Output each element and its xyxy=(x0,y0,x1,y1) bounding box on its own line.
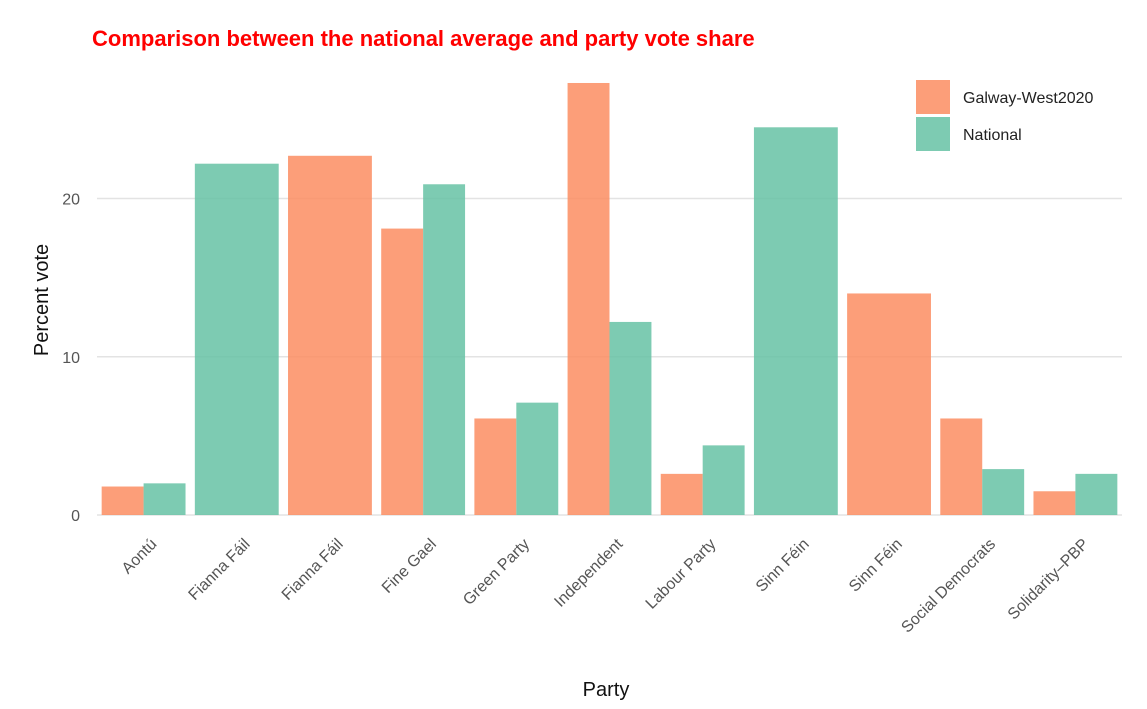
x-tick-label: Social Democrats xyxy=(898,536,999,637)
chart-title: Comparison between the national average … xyxy=(92,26,755,51)
bar-national xyxy=(516,402,559,515)
bar-galway xyxy=(101,486,144,515)
x-tick-label: Aontú xyxy=(119,536,161,578)
bar-galway xyxy=(288,155,372,515)
bar-national xyxy=(753,127,838,515)
legend-swatch-galway xyxy=(916,80,950,114)
legend-label-national: National xyxy=(963,127,1022,144)
x-tick-label: Independent xyxy=(551,535,626,610)
bar-galway xyxy=(940,418,983,515)
legend: Galway-West2020 National xyxy=(916,80,1094,151)
x-axis-ticks: Aontú Fianna Fáil Fianna Fáil Fine Gael Gree… xyxy=(119,535,1092,636)
x-tick-label: Fianna Fáil xyxy=(279,536,347,604)
bar-galway xyxy=(381,228,424,515)
bar-national xyxy=(143,483,186,515)
x-tick-label: Sinn Féin xyxy=(846,536,906,596)
bars xyxy=(101,82,1118,515)
x-tick-label: Solidarity–PBP xyxy=(1005,536,1092,623)
bar-national xyxy=(609,321,652,515)
y-tick-label: 0 xyxy=(71,508,80,525)
y-tick-label: 10 xyxy=(62,350,80,367)
bar-national xyxy=(194,163,279,515)
x-tick-label: Labour Party xyxy=(643,536,720,613)
bar-national xyxy=(423,184,466,515)
y-axis-title: Percent vote xyxy=(31,244,53,356)
bar-galway xyxy=(474,418,517,515)
x-tick-label: Fianna Fáil xyxy=(186,536,254,604)
x-tick-label: Sinn Féin xyxy=(753,536,813,596)
bar-national xyxy=(982,469,1025,515)
x-tick-label: Green Party xyxy=(460,536,533,609)
bar-national xyxy=(702,445,745,515)
y-axis-ticks: 0 10 20 xyxy=(62,192,80,525)
legend-swatch-national xyxy=(916,117,950,151)
x-axis-title: Party xyxy=(583,679,630,701)
legend-label-galway: Galway-West2020 xyxy=(963,90,1094,107)
bar-galway xyxy=(847,293,931,515)
x-tick-label: Fine Gael xyxy=(379,536,440,597)
bar-national xyxy=(1075,473,1118,515)
y-tick-label: 20 xyxy=(62,192,80,209)
bar-galway xyxy=(567,82,610,515)
bar-galway xyxy=(660,473,703,515)
bar-galway xyxy=(1033,491,1076,515)
